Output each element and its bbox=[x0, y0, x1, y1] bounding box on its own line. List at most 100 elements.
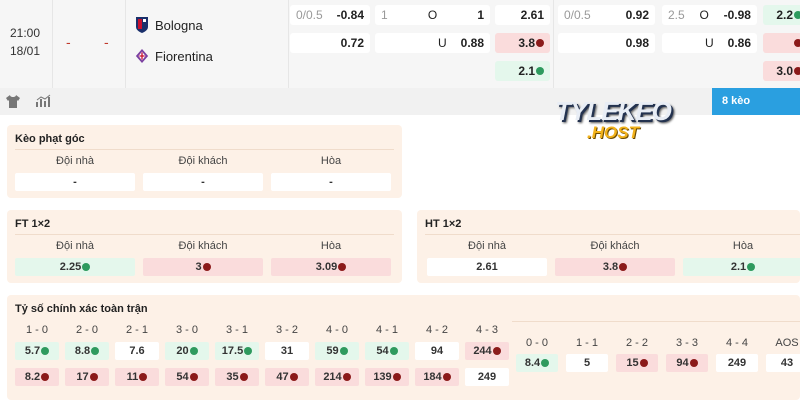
ht-handicap-away[interactable]: 0.98 bbox=[558, 33, 655, 53]
odds-cell[interactable]: - bbox=[271, 173, 391, 191]
score-label: 4 - 2 bbox=[425, 324, 448, 336]
odds-value: 59 bbox=[326, 345, 339, 357]
home-score-odds[interactable]: 7.6 bbox=[115, 342, 159, 360]
home-score-odds[interactable]: 59 bbox=[315, 342, 359, 360]
odds-cell[interactable]: - bbox=[143, 173, 263, 191]
odds-value: 54 bbox=[176, 371, 189, 383]
arrow-down-icon bbox=[338, 263, 347, 272]
arrow-down-icon bbox=[392, 373, 401, 382]
home-score-odds[interactable]: 31 bbox=[265, 342, 309, 360]
ft-over[interactable]: 1 O 1 bbox=[375, 5, 490, 25]
odds-value: 2.61 bbox=[520, 8, 544, 22]
odds-1x2-cell[interactable]: 3.0 bbox=[763, 61, 800, 81]
kickoff-date: 18/01 bbox=[9, 44, 41, 58]
ft-handicap-home[interactable]: 0/0.5 -0.84 bbox=[290, 5, 370, 25]
odds-cell[interactable]: 2.61 bbox=[427, 258, 547, 276]
odds-value: 43 bbox=[780, 357, 794, 369]
tylekeo-logo: TYLEKEO .HOST bbox=[555, 96, 672, 142]
column-label: Đội nhà bbox=[468, 240, 506, 252]
away-score-odds[interactable]: 35 bbox=[215, 368, 259, 386]
ft-handicap-away[interactable]: 0.72 bbox=[290, 33, 370, 53]
odds-value: 3 bbox=[195, 261, 202, 273]
home-team[interactable]: Bologna bbox=[135, 16, 203, 34]
draw-score-odds[interactable]: 15 bbox=[616, 354, 658, 372]
odds-value: 2.25 bbox=[59, 261, 82, 273]
away-score-odds[interactable]: 249 bbox=[465, 368, 509, 386]
ht-over[interactable]: 2.5 O -0.98 bbox=[662, 5, 757, 25]
odds-value: 0.88 bbox=[460, 36, 484, 50]
odds-value: 5.7 bbox=[24, 345, 41, 357]
away-score-odds[interactable]: 11 bbox=[115, 368, 159, 386]
odds-value: 54 bbox=[376, 345, 389, 357]
panel-title: HT 1×2 bbox=[425, 218, 462, 230]
odds-1x2-cell[interactable]: 3.8 bbox=[495, 33, 550, 53]
under-label: U bbox=[437, 36, 447, 50]
odds-cell[interactable]: 3 bbox=[143, 258, 263, 276]
away-score-odds[interactable]: 8.2 bbox=[15, 368, 59, 386]
arrow-down-icon bbox=[689, 359, 698, 368]
odds-value: 35 bbox=[226, 371, 239, 383]
arrow-down-icon bbox=[794, 39, 800, 47]
odds-value: - bbox=[73, 176, 77, 188]
away-score-odds[interactable]: 214 bbox=[315, 368, 359, 386]
home-score-odds[interactable]: 94 bbox=[415, 342, 459, 360]
score-label: 3 - 2 bbox=[275, 324, 298, 336]
odds-1x2-cell[interactable]: 2.61 bbox=[495, 5, 550, 25]
ft-1x2-panel: FT 1×2 Đội nhà Đội khách Hòa 2.25 3 3.09 bbox=[7, 210, 402, 283]
ft-under[interactable]: U 0.88 bbox=[375, 33, 490, 53]
home-score-odds[interactable]: 54 bbox=[365, 342, 409, 360]
odds-value: 7.6 bbox=[129, 345, 145, 357]
odds-value: 2.2 bbox=[776, 8, 793, 22]
away-score-odds[interactable]: 47 bbox=[265, 368, 309, 386]
score-label: 4 - 1 bbox=[375, 324, 398, 336]
stats-chart-icon[interactable] bbox=[36, 94, 52, 108]
odds-cell[interactable]: 3.8 bbox=[555, 258, 675, 276]
divider bbox=[125, 0, 126, 88]
odds-1x2-cell[interactable]: 2.1 bbox=[495, 61, 550, 81]
arrow-up-icon bbox=[189, 347, 198, 356]
more-odds-button[interactable]: 8 kèo bbox=[712, 88, 800, 115]
draw-score-odds[interactable]: 43 bbox=[766, 354, 800, 372]
home-score-odds[interactable]: 5.7 bbox=[15, 342, 59, 360]
draw-score-odds[interactable]: 94 bbox=[666, 354, 708, 372]
odds-cell[interactable]: 2.25 bbox=[15, 258, 135, 276]
under-label: U bbox=[704, 36, 714, 50]
draw-score-odds[interactable]: 8.4 bbox=[516, 354, 558, 372]
home-score-odds[interactable]: 17.5 bbox=[215, 342, 259, 360]
odds-value: 3.8 bbox=[602, 261, 619, 273]
odds-value: 8.4 bbox=[524, 357, 541, 369]
arrow-up-icon bbox=[91, 347, 100, 356]
home-score-odds[interactable]: 244 bbox=[465, 342, 509, 360]
away-score-odds[interactable]: 17 bbox=[65, 368, 109, 386]
odds-cell[interactable]: - bbox=[15, 173, 135, 191]
odds-value: 2.1 bbox=[518, 64, 535, 78]
odds-value: 2.1 bbox=[730, 261, 747, 273]
arrow-down-icon bbox=[342, 373, 351, 382]
home-score-odds[interactable]: 20 bbox=[165, 342, 209, 360]
divider bbox=[288, 0, 289, 88]
odds-cell[interactable]: 2.1 bbox=[683, 258, 800, 276]
odds-value: -0.84 bbox=[336, 8, 364, 22]
draw-score-odds[interactable]: 249 bbox=[716, 354, 758, 372]
correct-score-panel: Tỷ số chính xác toàn trận 1 - 0 5.7 8.2 2 -… bbox=[7, 295, 800, 400]
home-score-odds[interactable]: 8.8 bbox=[65, 342, 109, 360]
odds-value: 94 bbox=[676, 357, 689, 369]
odds-value: 2.61 bbox=[476, 261, 498, 273]
away-score-odds[interactable]: 184 bbox=[415, 368, 459, 386]
odds-value: 184 bbox=[423, 371, 442, 383]
divider bbox=[52, 0, 53, 88]
odds-cell[interactable]: 3.09 bbox=[271, 258, 391, 276]
odds-1x2-cell[interactable]: 2.2 bbox=[763, 5, 800, 25]
divider bbox=[553, 0, 554, 88]
divider bbox=[512, 321, 800, 322]
panel-title: Tỷ số chính xác toàn trận bbox=[15, 303, 148, 315]
away-score-odds[interactable]: 54 bbox=[165, 368, 209, 386]
draw-score-odds[interactable]: 5 bbox=[566, 354, 608, 372]
odds-1x2-cell[interactable] bbox=[763, 33, 800, 53]
ht-handicap-home[interactable]: 0/0.5 0.92 bbox=[558, 5, 655, 25]
away-score-odds[interactable]: 139 bbox=[365, 368, 409, 386]
shirt-icon[interactable] bbox=[6, 95, 20, 108]
ht-under[interactable]: U 0.86 bbox=[662, 33, 757, 53]
away-team[interactable]: Fiorentina bbox=[135, 47, 213, 65]
odds-value: 15 bbox=[626, 357, 639, 369]
